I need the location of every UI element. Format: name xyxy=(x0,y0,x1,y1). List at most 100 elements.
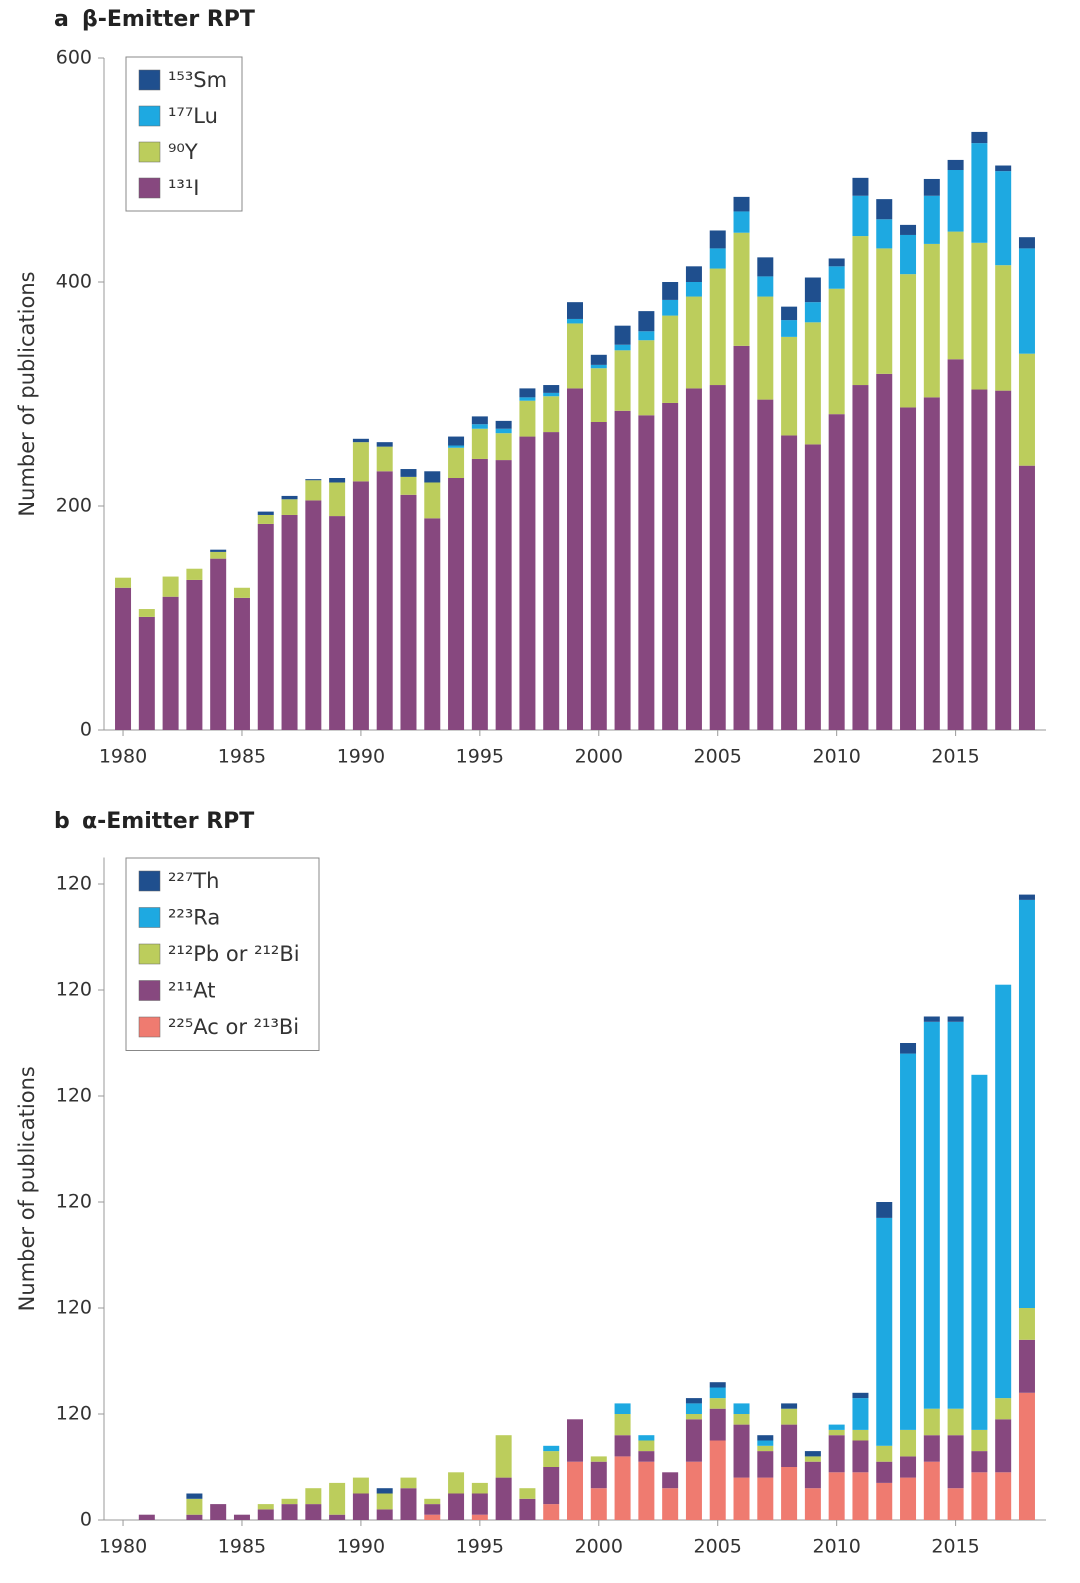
bar-segment xyxy=(733,1477,750,1520)
bar-segment xyxy=(781,1467,798,1520)
bar-segment xyxy=(923,397,940,730)
bar-segment xyxy=(471,1514,488,1520)
bar-segment xyxy=(900,1053,917,1430)
x-tick-label: 2000 xyxy=(575,746,623,768)
bar-segment xyxy=(638,1440,655,1452)
bar-segment xyxy=(781,1408,798,1425)
x-tick-label: 1990 xyxy=(337,746,385,768)
bar-segment xyxy=(448,436,465,446)
bar-segment xyxy=(471,428,488,459)
bar-segment xyxy=(495,460,512,730)
bar-segment xyxy=(757,1440,774,1446)
bar-segment xyxy=(400,494,417,730)
bar-segment xyxy=(733,211,750,233)
bar-segment xyxy=(804,1456,821,1462)
bar-segment xyxy=(257,511,274,515)
bar-segment xyxy=(352,481,369,730)
bar-segment xyxy=(828,1435,845,1473)
legend-swatch xyxy=(138,980,161,1001)
bar-segment xyxy=(614,1414,631,1436)
bar-segment xyxy=(590,368,607,422)
bar-segment xyxy=(638,415,655,730)
bar-segment xyxy=(210,1504,227,1520)
bar-segment xyxy=(947,1021,964,1409)
bar-segment xyxy=(543,1445,560,1452)
bar-segment xyxy=(352,438,369,443)
legend-label: ¹⁵³Sm xyxy=(168,68,227,92)
bar-segment xyxy=(662,315,679,403)
bar-segment xyxy=(638,1435,655,1441)
bar-segment xyxy=(971,389,988,730)
bar-segment xyxy=(115,587,132,730)
bar-segment xyxy=(424,518,441,730)
legend-label: ²²³Ra xyxy=(168,906,220,930)
bar-segment xyxy=(923,1021,940,1409)
bar-segment xyxy=(804,277,821,303)
bar-segment xyxy=(543,392,560,397)
bar-segment xyxy=(852,177,869,196)
bar-segment xyxy=(709,268,726,386)
bar-segment xyxy=(923,1408,940,1436)
bar-segment xyxy=(781,336,798,436)
legend-label: ¹⁷⁷Lu xyxy=(168,104,218,128)
bar-segment xyxy=(543,396,560,433)
bar-segment xyxy=(662,299,679,316)
y-axis-label: Number of publications xyxy=(15,1066,39,1311)
bar-segment xyxy=(590,1488,607,1520)
bar-segment xyxy=(448,1472,465,1494)
bar-segment xyxy=(685,1419,702,1462)
bar-segment xyxy=(186,568,203,580)
bar-segment xyxy=(995,171,1012,266)
bar-segment xyxy=(210,549,227,552)
bar-segment xyxy=(923,195,940,244)
bar-segment xyxy=(210,551,227,559)
bar-segment xyxy=(828,414,845,730)
y-tick-label: 0 xyxy=(80,1509,92,1531)
y-tick-label: 0 xyxy=(80,719,92,741)
legend-swatch xyxy=(138,141,161,163)
bar-segment xyxy=(1018,1392,1035,1520)
x-tick-label: 2000 xyxy=(575,1536,623,1558)
bar-segment xyxy=(804,1461,821,1489)
x-tick-label: 1995 xyxy=(456,746,504,768)
bar-segment xyxy=(1018,894,1035,900)
bar-segment xyxy=(709,1440,726,1520)
x-tick-label: 2010 xyxy=(812,1536,860,1558)
x-tick-label: 1990 xyxy=(337,1536,385,1558)
bar-segment xyxy=(352,442,369,482)
bar-segment xyxy=(305,500,322,730)
bar-segment xyxy=(804,444,821,730)
bar-segment xyxy=(186,1493,203,1499)
bar-segment xyxy=(614,1435,631,1457)
bar-segment xyxy=(971,1472,988,1520)
bar-segment xyxy=(471,1482,488,1494)
bar-segment xyxy=(519,400,536,437)
bar-segment xyxy=(115,577,132,588)
legend-label: ²²⁵Ac or ²¹³Bi xyxy=(168,1015,299,1039)
bar-segment xyxy=(757,1477,774,1520)
bar-segment xyxy=(305,480,322,501)
bar-segment xyxy=(757,276,774,297)
bar-segment xyxy=(900,1477,917,1520)
bar-segment xyxy=(733,1403,750,1414)
bar-segment xyxy=(614,1403,631,1414)
bar-segment xyxy=(495,428,512,434)
bar-segment xyxy=(781,306,798,321)
bar-segment xyxy=(900,407,917,730)
bar-segment xyxy=(685,1461,702,1520)
bar-segment xyxy=(305,1488,322,1505)
bar-segment xyxy=(471,424,488,429)
bar-segment xyxy=(828,1429,845,1436)
y-tick-label: 120 xyxy=(56,1403,92,1425)
bar-segment xyxy=(376,446,393,472)
bar-segment xyxy=(923,243,940,398)
bar-segment xyxy=(471,458,488,730)
bar-segment xyxy=(471,416,488,425)
bar-segment xyxy=(424,482,441,519)
bar-segment xyxy=(828,288,845,415)
bar-segment xyxy=(257,1504,274,1510)
bar-segment xyxy=(709,230,726,249)
bar-segment xyxy=(590,422,607,730)
bar-segment xyxy=(971,143,988,243)
bar-segment xyxy=(424,1504,441,1515)
